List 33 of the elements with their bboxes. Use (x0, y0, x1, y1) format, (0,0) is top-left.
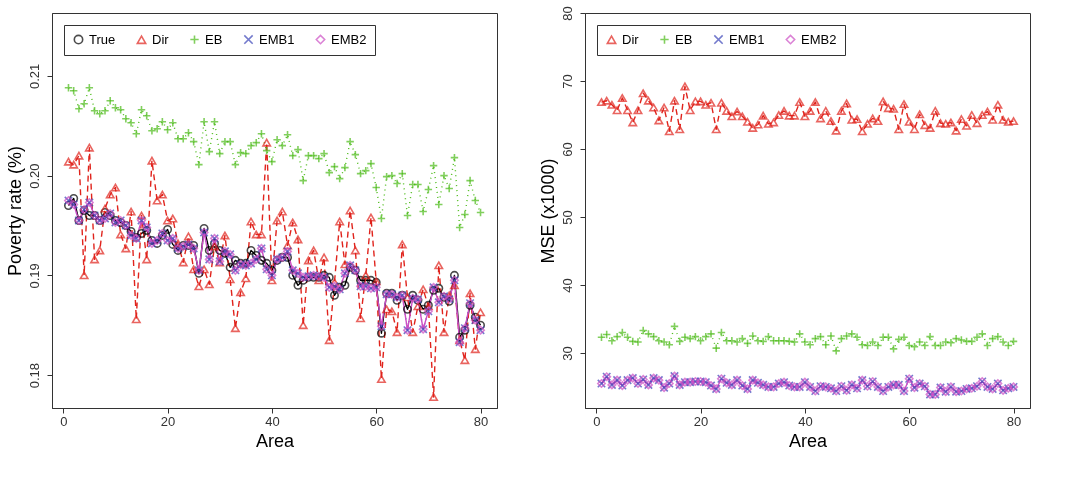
x-tick-label: 80 (1006, 413, 1022, 429)
legend-label: EMB1 (729, 31, 765, 47)
legend-label: Dir (622, 31, 640, 47)
y-tick-label: 40 (559, 278, 575, 293)
legend-label: EB (675, 31, 693, 47)
legend-label: EMB1 (259, 31, 295, 47)
y-axis-title: MSE (x1000) (537, 158, 558, 264)
y-tick-label: 80 (559, 6, 575, 21)
x-tick-label: 40 (265, 413, 280, 429)
legend-label: Dir (152, 31, 170, 47)
y-tick-label: 70 (559, 74, 575, 89)
y-tick-label: 0.20 (26, 163, 42, 189)
x-tick-label: 0 (60, 413, 68, 429)
legend-label: True (89, 31, 116, 47)
y-tick-label: 0.19 (26, 263, 42, 289)
x-tick-label: 80 (473, 413, 489, 429)
legend-label: EMB2 (331, 31, 367, 47)
x-axis-title: Area (255, 430, 295, 451)
x-tick-label: 60 (902, 413, 917, 429)
y-tick-label: 30 (559, 346, 575, 361)
x-tick-label: 40 (798, 413, 813, 429)
legend-label: EB (205, 31, 223, 47)
x-tick-label: 60 (369, 413, 384, 429)
x-tick-label: 0 (593, 413, 601, 429)
y-tick-label: 50 (559, 210, 575, 225)
x-tick-label: 20 (693, 413, 709, 429)
y-tick-label: 60 (559, 142, 575, 157)
x-tick-label: 20 (160, 413, 176, 429)
y-axis-title: Poverty rate (%) (4, 145, 25, 277)
y-tick-label: 0.18 (26, 362, 42, 389)
y-tick-label: 0.21 (26, 63, 42, 89)
x-axis-title: Area (788, 430, 828, 451)
legend-label: EMB2 (801, 31, 837, 47)
